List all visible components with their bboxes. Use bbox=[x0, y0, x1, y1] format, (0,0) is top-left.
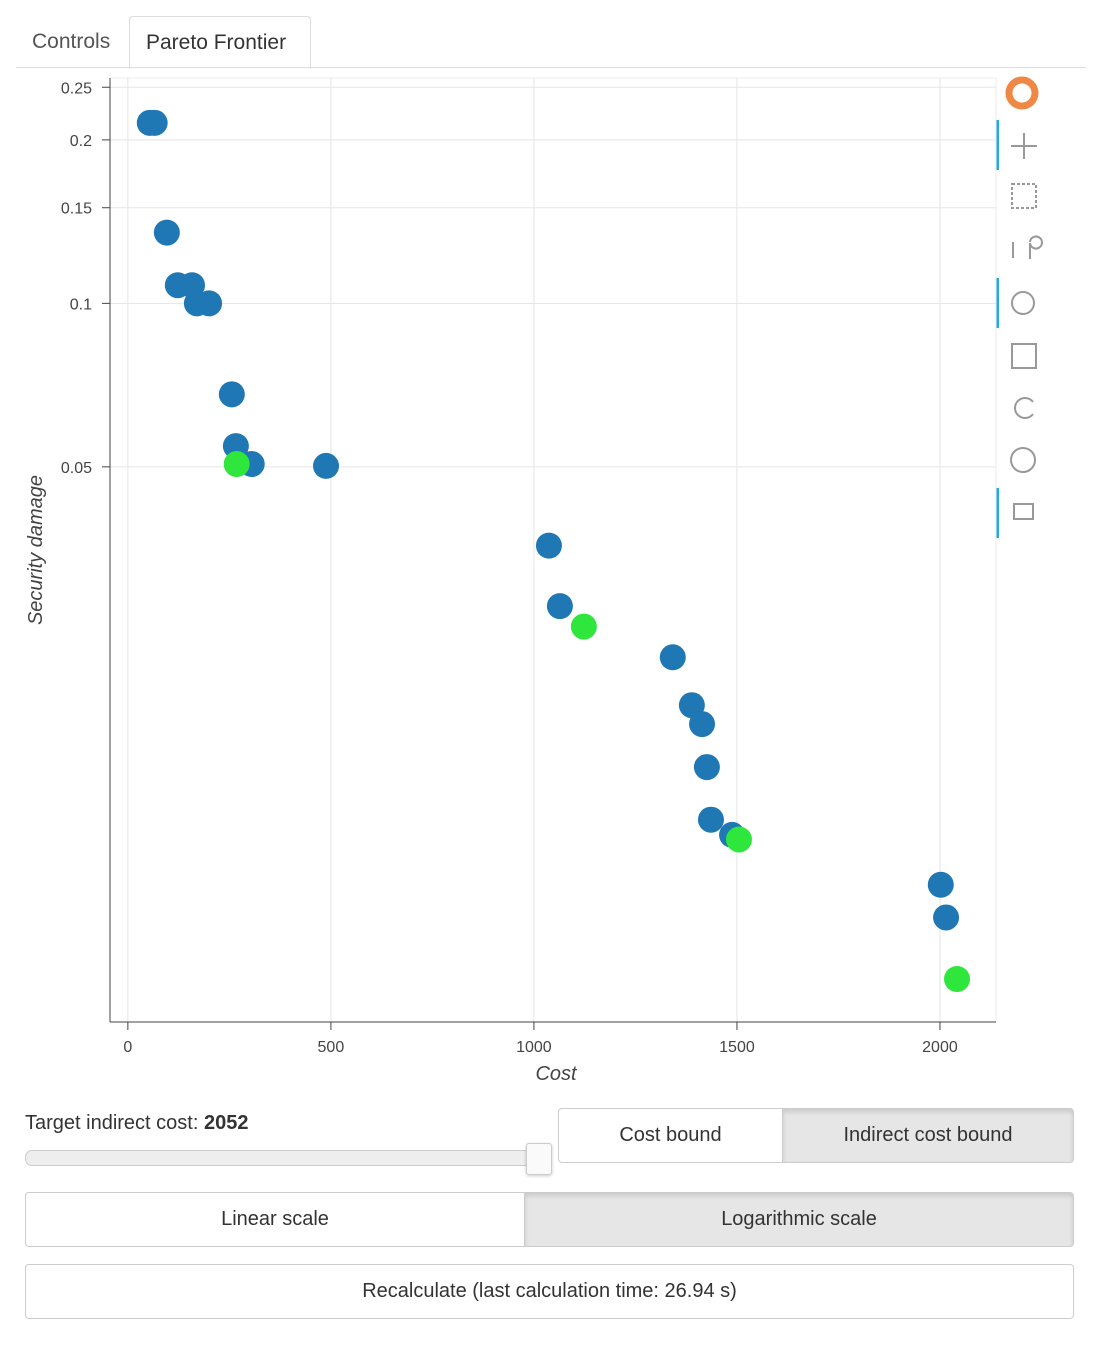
x-tick-label: 1000 bbox=[516, 1039, 552, 1056]
x-tick-label: 2000 bbox=[922, 1039, 958, 1056]
point bbox=[933, 904, 960, 931]
point bbox=[223, 451, 250, 478]
toolbar bbox=[996, 76, 1043, 538]
y-tick-label: 0.25 bbox=[61, 80, 92, 97]
slider-label: Target indirect cost: bbox=[25, 1112, 199, 1134]
active-bar bbox=[996, 488, 999, 538]
hover-tool[interactable] bbox=[1013, 503, 1034, 520]
button[interactable]: Cost bound bbox=[558, 1108, 783, 1163]
help-tool[interactable] bbox=[1010, 447, 1036, 473]
chart: Cost Security damage 0 500 1000 1500 2000 0.2… bbox=[25, 76, 1043, 1085]
box-zoom-tool[interactable] bbox=[1011, 183, 1037, 209]
reset-tool[interactable] bbox=[1014, 397, 1034, 419]
point bbox=[196, 290, 223, 317]
save-tool[interactable] bbox=[1011, 343, 1037, 369]
y-tick-label: 0.1 bbox=[70, 296, 92, 313]
slider-title: Target indirect cost: 2052 bbox=[25, 1112, 248, 1135]
point bbox=[570, 613, 597, 640]
x-tick-label: 0 bbox=[123, 1039, 132, 1056]
point bbox=[689, 711, 716, 738]
slider-track[interactable] bbox=[25, 1150, 541, 1166]
y-tick-label: 0.15 bbox=[61, 201, 92, 218]
button-active[interactable]: Indirect cost bound bbox=[782, 1108, 1074, 1163]
tab-rule bbox=[16, 67, 1086, 68]
y-axis-label: Security damage bbox=[25, 475, 47, 625]
point bbox=[313, 452, 340, 479]
point bbox=[725, 826, 752, 853]
point bbox=[659, 644, 686, 671]
tab-active[interactable]: Pareto Frontier bbox=[129, 16, 311, 69]
slider-value: 2052 bbox=[203, 1112, 249, 1134]
active-bar bbox=[996, 278, 999, 328]
point bbox=[693, 754, 720, 781]
x-tick-label: 500 bbox=[318, 1039, 345, 1056]
button[interactable]: Recalculate (last calculation time: 26.9… bbox=[25, 1264, 1074, 1319]
tab[interactable]: Controls bbox=[32, 30, 111, 53]
button-active[interactable]: Logarithmic scale bbox=[524, 1192, 1074, 1247]
x-axis-label: Cost bbox=[535, 1063, 578, 1085]
bokeh-logo[interactable] bbox=[1005, 76, 1039, 110]
point bbox=[944, 965, 971, 992]
point bbox=[153, 219, 180, 246]
y-tick-label: 0.2 bbox=[70, 133, 92, 150]
wheel-zoom-tool[interactable] bbox=[1012, 235, 1043, 260]
point bbox=[927, 871, 954, 898]
point bbox=[141, 109, 168, 136]
point bbox=[535, 532, 562, 559]
button[interactable]: Linear scale bbox=[25, 1192, 525, 1247]
slider-handle[interactable] bbox=[526, 1143, 552, 1175]
active-bar bbox=[996, 120, 999, 170]
point bbox=[218, 381, 245, 408]
point bbox=[546, 593, 573, 620]
pan-tool[interactable] bbox=[1011, 133, 1037, 159]
zoom-in-tool[interactable] bbox=[1011, 291, 1035, 315]
x-tick-label: 1500 bbox=[719, 1039, 755, 1056]
point bbox=[697, 806, 724, 833]
y-tick-label: 0.05 bbox=[61, 460, 92, 477]
